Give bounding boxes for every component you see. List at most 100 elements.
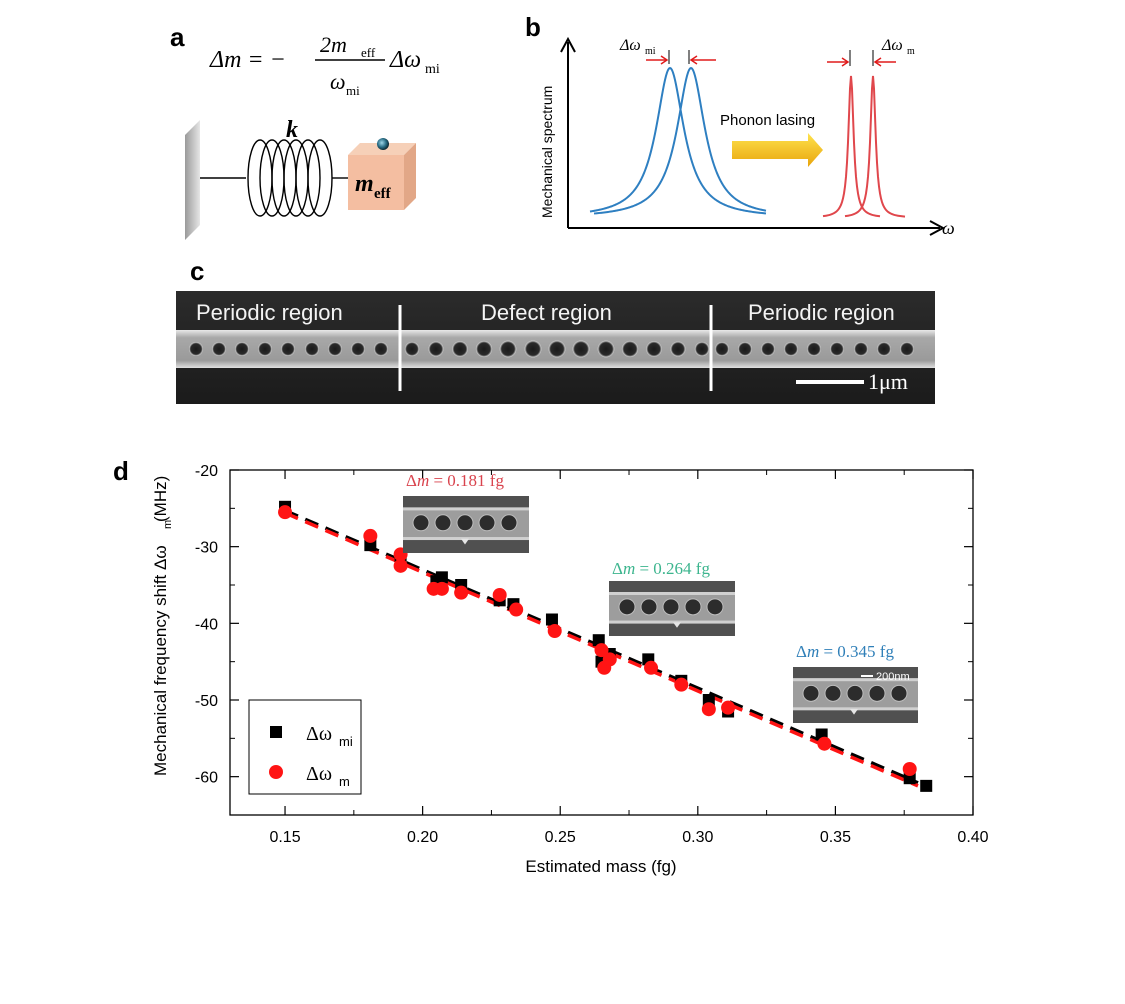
plot-frame bbox=[229, 469, 974, 816]
broad-peak-right bbox=[593, 66, 767, 215]
sem-inset-2 bbox=[609, 581, 735, 636]
mass-label: m bbox=[355, 171, 374, 197]
x-tick-label: 0.20 bbox=[407, 829, 438, 846]
sem-hole bbox=[475, 340, 493, 358]
equation-rhs-sub: mi bbox=[425, 62, 440, 77]
equation-denominator-sub: mi bbox=[346, 83, 360, 98]
inset-hole bbox=[846, 684, 864, 702]
inset-hole bbox=[456, 514, 474, 532]
linewidth-marker-right bbox=[827, 50, 896, 67]
inset-label-2-prefix: Δ bbox=[612, 559, 623, 578]
sem-hole bbox=[646, 341, 662, 357]
data-point-m bbox=[454, 585, 469, 600]
x-tick-label: 0.35 bbox=[820, 829, 851, 846]
inset-label-1: Δm = 0.181 fg bbox=[406, 471, 504, 491]
x-tick-labels: 0.15 0.20 0.25 0.30 0.35 0.40 bbox=[269, 829, 988, 846]
sem-insets bbox=[403, 496, 918, 723]
inset-label-1-value: = 0.181 fg bbox=[429, 471, 504, 490]
inset-label-3: Δm = 0.345 fg bbox=[796, 642, 894, 662]
legend-label-m: Δω bbox=[306, 763, 332, 785]
sem-hole bbox=[374, 342, 388, 356]
sem-hole bbox=[404, 341, 420, 357]
region-label-periodic-right: Periodic region bbox=[748, 300, 895, 325]
sem-hole bbox=[761, 342, 775, 356]
sem-hole bbox=[351, 342, 365, 356]
right-width-sub: m bbox=[907, 46, 915, 57]
inset-hole bbox=[618, 598, 636, 616]
data-point-m bbox=[363, 528, 378, 543]
equation-rhs: Δω bbox=[389, 47, 421, 73]
region-label-defect: Defect region bbox=[481, 300, 612, 325]
inset-label-3-prefix: Δ bbox=[796, 642, 807, 661]
adsorbed-particle bbox=[850, 709, 858, 715]
mass-shift-chart: 0.15 0.20 0.25 0.30 0.35 0.40 -20 -30 -40 -50 -60… bbox=[151, 463, 989, 876]
x-tick-label: 0.25 bbox=[545, 829, 576, 846]
y-axis-label-main: Mechanical frequency shift Δω bbox=[151, 545, 170, 776]
sem-hole bbox=[258, 342, 272, 356]
y-tick-label: -30 bbox=[195, 540, 218, 557]
legend: Δω mi Δω m bbox=[248, 699, 362, 795]
linewidth-marker-left bbox=[646, 50, 716, 65]
inset-hole bbox=[478, 514, 496, 532]
particle-dot bbox=[377, 138, 389, 150]
data-point-m bbox=[594, 643, 609, 658]
sem-hole bbox=[830, 342, 844, 356]
data-point-mi bbox=[435, 571, 448, 584]
equation-lhs: Δm = − bbox=[209, 47, 286, 73]
spring-constant-label: k bbox=[286, 117, 298, 143]
sem-inset-1 bbox=[403, 496, 529, 553]
sem-hole bbox=[715, 342, 729, 356]
y-tick-label: -20 bbox=[195, 463, 218, 480]
sem-hole bbox=[738, 342, 752, 356]
y-tick-label: -50 bbox=[195, 693, 218, 710]
adsorbed-particle bbox=[673, 622, 681, 628]
mass-sub: eff bbox=[374, 186, 392, 202]
inset-hole bbox=[824, 684, 842, 702]
data-point-mi bbox=[920, 779, 933, 792]
equation-numerator: 2m bbox=[320, 32, 347, 57]
data-point-m bbox=[602, 652, 617, 667]
x-tick-label: 0.30 bbox=[682, 829, 713, 846]
data-point-m bbox=[674, 677, 689, 692]
wall bbox=[185, 120, 200, 240]
spectrum-y-label: Mechanical spectrum bbox=[540, 86, 555, 218]
inset-label-2-value: = 0.264 fg bbox=[635, 559, 710, 578]
data-point-m bbox=[278, 505, 293, 520]
sem-hole bbox=[548, 340, 566, 358]
panel-b-figure: Mechanical spectrum ω Δω mi Δω m Phonon … bbox=[540, 36, 955, 238]
sem-hole bbox=[621, 340, 639, 358]
inset-label-2-var: m bbox=[622, 559, 636, 578]
equation-numerator-sub: eff bbox=[361, 45, 376, 60]
sem-hole bbox=[428, 341, 444, 357]
sem-hole bbox=[212, 342, 226, 356]
legend-marker-m bbox=[269, 765, 283, 779]
inset-hole bbox=[868, 684, 886, 702]
data-point-m bbox=[902, 762, 917, 776]
data-point-m bbox=[547, 624, 562, 638]
data-point-m bbox=[492, 587, 507, 602]
data-point-m bbox=[393, 558, 408, 573]
inset-hole bbox=[434, 514, 452, 532]
phonon-lasing-label: Phonon lasing bbox=[720, 112, 815, 129]
y-tick-labels: -20 -30 -40 -50 -60 bbox=[195, 463, 218, 787]
panel-label-a: a bbox=[170, 22, 185, 52]
narrow-peak-left bbox=[822, 75, 881, 218]
inset-hole bbox=[662, 598, 680, 616]
sem-hole bbox=[328, 342, 342, 356]
fit-lines bbox=[284, 509, 919, 788]
sem-hole bbox=[597, 340, 615, 358]
sem-hole bbox=[524, 340, 542, 358]
panel-label-d: d bbox=[113, 456, 129, 486]
sem-inset-3 bbox=[793, 667, 918, 723]
adsorbed-particle bbox=[461, 538, 469, 545]
narrow-peak-right bbox=[844, 75, 906, 218]
y-axis-label: Mechanical frequency shift Δω m (MHz) bbox=[151, 476, 174, 776]
inset-hole bbox=[802, 684, 820, 702]
sem-hole bbox=[281, 342, 295, 356]
inset-hole bbox=[412, 514, 430, 532]
broad-peak-left bbox=[589, 66, 767, 215]
sem-hole bbox=[784, 342, 798, 356]
sem-hole bbox=[807, 342, 821, 356]
sem-hole bbox=[305, 342, 319, 356]
scale-bar-label: 1μm bbox=[868, 369, 908, 394]
